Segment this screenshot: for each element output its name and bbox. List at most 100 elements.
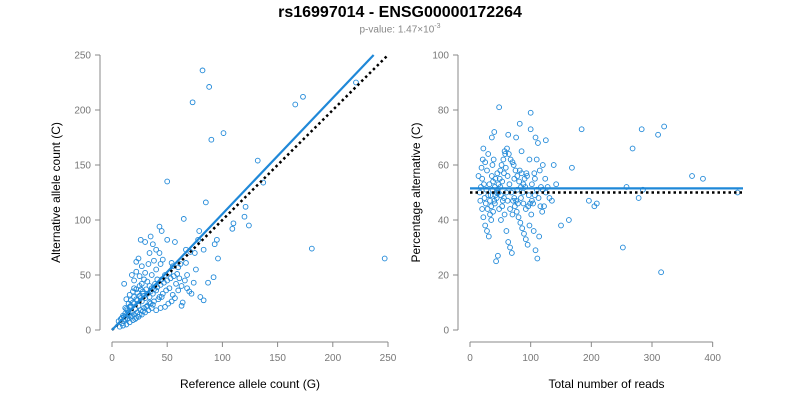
percentage-data-point	[521, 230, 527, 237]
percentage-data-point	[501, 170, 507, 177]
percentage-data-point	[553, 181, 559, 188]
allele-count-data-point	[142, 239, 148, 245]
allele-count-data-point	[151, 298, 157, 305]
percentage-data-point	[495, 252, 501, 259]
percentage-data-point	[490, 156, 497, 163]
allele-count-data-point	[156, 223, 163, 230]
percentage-data-point	[507, 244, 513, 251]
allele-count-data-point	[121, 280, 127, 287]
allele-count-data-point	[229, 225, 236, 232]
allele-count-data-point	[184, 272, 190, 278]
allele-count-data-point	[133, 258, 140, 265]
percentage-data-point	[477, 197, 484, 204]
allele-count-y-axis-label: Alternative allele count (C)	[49, 122, 63, 263]
allele-count-data-point	[123, 296, 130, 303]
percentage-panel: 0 100 200 300 400 0 20 40 60 80 100 Total number of…	[409, 51, 743, 391]
percentage-data-point	[530, 200, 536, 207]
allele-count-x-tick-label: 50	[162, 353, 174, 364]
percentage-data-point	[484, 228, 490, 234]
allele-count-data-point	[143, 286, 150, 293]
allele-count-data-point	[179, 299, 186, 306]
percentage-data-point	[509, 159, 516, 166]
allele-count-data-point	[142, 269, 148, 276]
percentage-data-point	[541, 203, 547, 210]
percentage-data-point	[492, 192, 499, 199]
allele-count-data-point	[126, 304, 133, 310]
percentage-data-point	[479, 206, 485, 212]
percentage-data-point	[620, 244, 626, 251]
allele-count-data-point	[180, 216, 187, 222]
allele-count-data-point	[153, 287, 160, 294]
percentage-data-point	[629, 145, 636, 152]
percentage-data-point	[515, 214, 522, 221]
percentage-data-point	[533, 156, 540, 163]
allele-count-data-point	[151, 257, 157, 264]
percentage-data-point	[490, 208, 496, 215]
allele-count-data-point	[208, 136, 215, 143]
percentage-data-point	[480, 214, 487, 221]
allele-count-data-point	[220, 130, 227, 136]
allele-count-data-point	[178, 283, 185, 289]
allele-count-data-point	[182, 277, 188, 284]
allele-count-data-point	[199, 67, 206, 74]
percentage-data-point	[512, 203, 518, 210]
allele-count-fit-line	[111, 54, 375, 331]
percentage-data-point	[484, 206, 491, 212]
allele-count-data-point	[190, 279, 197, 286]
allele-count-data-point	[147, 233, 154, 240]
percentage-data-point	[503, 228, 510, 234]
percentage-data-point	[486, 181, 493, 188]
percentage-data-point	[638, 126, 645, 133]
percentage-data-point	[529, 197, 535, 204]
percentage-data-point	[658, 269, 664, 276]
percentage-data-point	[520, 200, 527, 207]
percentage-data-point	[498, 217, 504, 223]
allele-count-data-point	[173, 280, 179, 287]
allele-count-data-point	[156, 250, 163, 256]
percentage-data-point	[505, 151, 512, 157]
percentage-data-point	[507, 206, 513, 212]
allele-count-data-point	[153, 246, 160, 253]
percentage-y-axis-label: Percentage alternative (C)	[409, 122, 423, 262]
percentage-data-point	[517, 219, 524, 226]
allele-count-data-point	[153, 307, 160, 314]
percentage-data-point	[550, 162, 557, 168]
allele-count-data-point	[205, 279, 211, 286]
percentage-data-point	[513, 208, 520, 215]
allele-count-data-point	[138, 280, 145, 287]
allele-count-x-tick-label: 200	[324, 353, 341, 364]
percentage-data-point	[501, 211, 508, 218]
percentage-y-tick-label: 100	[432, 51, 449, 62]
percentage-data-point	[535, 140, 541, 146]
percentage-data-point	[516, 178, 522, 185]
percentage-y-tick-label: 80	[438, 106, 450, 117]
percentage-data-point	[655, 131, 661, 138]
percentage-data-point	[524, 173, 530, 179]
percentage-data-point	[505, 239, 512, 245]
percentage-data-point	[522, 236, 529, 243]
allele-count-data-point	[159, 290, 166, 297]
percentage-data-point	[535, 195, 542, 201]
percentage-x-axis-label: Total number of reads	[548, 377, 664, 391]
allele-count-reference-line	[111, 54, 389, 331]
percentage-data-point	[485, 151, 492, 157]
allele-count-y-tick-label: 50	[80, 271, 92, 282]
allele-count-data-point	[137, 236, 144, 243]
allele-count-data-point	[130, 299, 136, 306]
allele-count-data-point	[165, 300, 172, 307]
percentage-data-point	[490, 178, 496, 185]
percentage-x-tick-label: 200	[583, 353, 600, 364]
allele-count-data-point	[144, 278, 151, 285]
percentage-data-point	[509, 250, 515, 256]
percentage-data-point	[569, 164, 575, 171]
allele-count-data-point	[129, 272, 135, 278]
allele-count-x-axis-label: Reference allele count (G)	[180, 377, 320, 391]
allele-count-data-point	[300, 93, 306, 100]
allele-count-data-point	[157, 305, 164, 311]
percentage-x-tick-label: 100	[522, 353, 539, 364]
allele-count-data-point	[168, 260, 175, 266]
percentage-data-point	[525, 192, 532, 199]
allele-count-data-point	[292, 101, 299, 108]
